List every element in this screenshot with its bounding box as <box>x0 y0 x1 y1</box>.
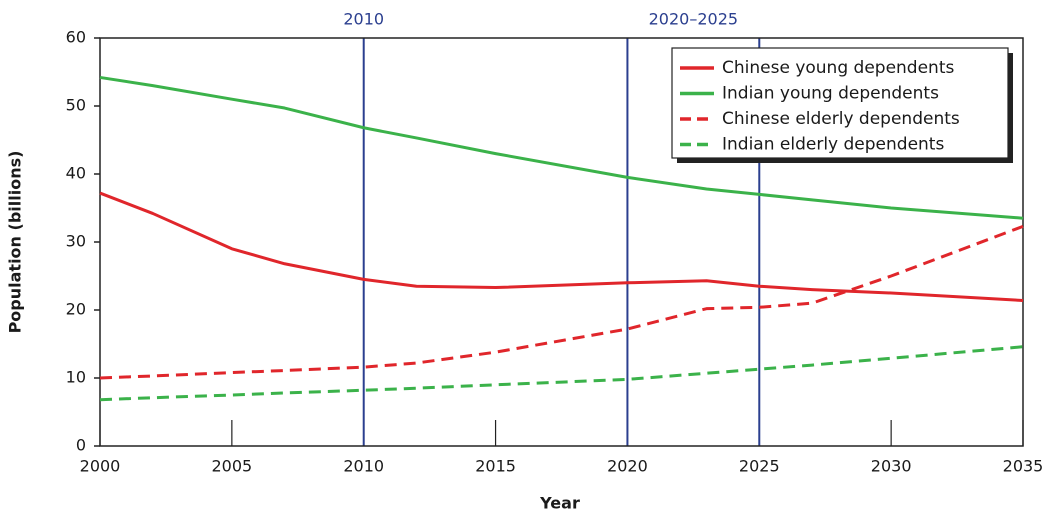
y-tick-label: 0 <box>76 436 86 455</box>
x-tick-label: 2015 <box>475 457 516 476</box>
x-tick-label: 2030 <box>871 457 912 476</box>
y-tick-label: 40 <box>66 164 86 183</box>
legend-label: Chinese young dependents <box>722 58 954 78</box>
x-tick-label: 2035 <box>1003 457 1044 476</box>
series-line <box>99 191 1024 302</box>
annotation: 2010 <box>343 10 384 29</box>
y-tick-label: 30 <box>66 232 86 251</box>
x-tick-label: 2020 <box>607 457 648 476</box>
series-line <box>99 345 1024 402</box>
series-line <box>99 75 1024 220</box>
plot-frame <box>99 37 1024 447</box>
x-axis-label: Year <box>539 494 580 513</box>
series-line <box>99 224 1024 380</box>
legend-label: Chinese elderly dependents <box>722 109 960 129</box>
x-tick-label: 2010 <box>343 457 384 476</box>
legend-label: Indian young dependents <box>722 84 939 104</box>
x-tick-label: 2000 <box>80 457 121 476</box>
y-tick-label: 10 <box>66 368 86 387</box>
y-tick-label: 60 <box>66 28 86 47</box>
y-tick-label: 50 <box>66 96 86 115</box>
x-tick-label: 2025 <box>739 457 780 476</box>
y-axis-label: Population (billions) <box>6 151 25 334</box>
annotation: 2020–2025 <box>649 10 738 29</box>
legend-label: Indian elderly dependents <box>722 135 944 155</box>
x-tick-label: 2005 <box>211 457 252 476</box>
legend <box>671 47 1009 159</box>
y-tick-label: 20 <box>66 300 86 319</box>
